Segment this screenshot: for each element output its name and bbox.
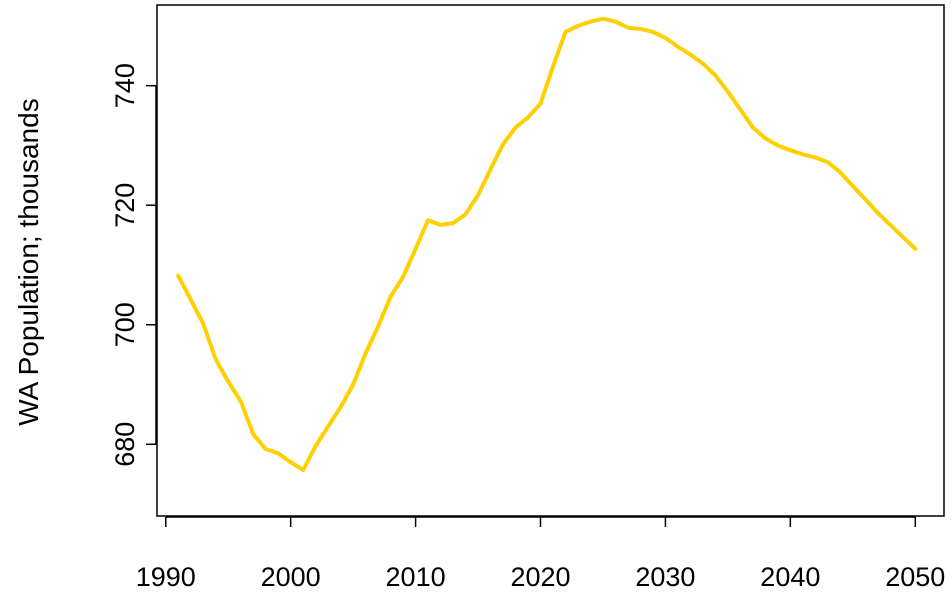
series-line <box>176 16 918 472</box>
y-tick-label: 700 <box>110 302 140 347</box>
x-tick-label: 2030 <box>635 562 695 592</box>
x-tick-label: 2040 <box>760 562 820 592</box>
series-layer <box>176 16 918 472</box>
y-tick-label: 720 <box>110 183 140 228</box>
y-tick-label: 740 <box>110 63 140 108</box>
x-axis: 1990 2000 2010 2020 2030 2040 2050 <box>136 516 945 592</box>
x-tick-label: 1990 <box>136 562 196 592</box>
x-tick-label: 2010 <box>386 562 446 592</box>
y-axis-title: WA Population; thousands <box>13 98 44 425</box>
x-tick-label: 2050 <box>885 562 945 592</box>
plot-frame <box>156 4 945 517</box>
y-tick-label: 680 <box>110 422 140 467</box>
x-tick-label: 2020 <box>510 562 570 592</box>
y-axis: 680 700 720 740 <box>110 63 157 467</box>
x-tick-label: 2000 <box>261 562 321 592</box>
